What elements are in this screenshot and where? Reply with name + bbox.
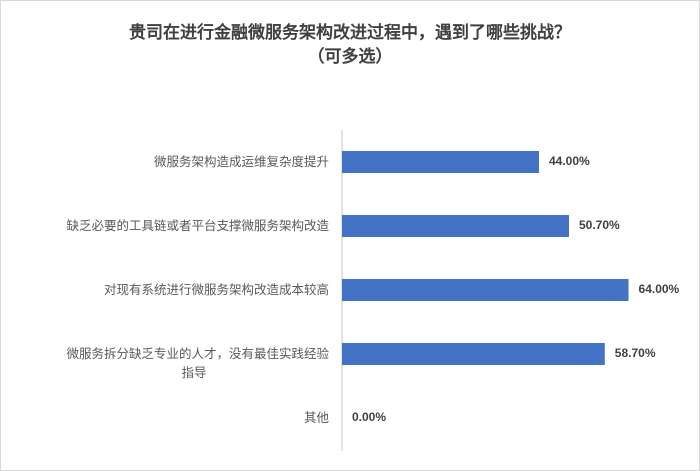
data-label: 44.00% [548,154,590,168]
chart-title: 贵司在进行金融微服务架构改进过程中，遇到了哪些挑战？ [129,23,571,43]
bar [342,279,629,301]
category-label-line: 其他 [303,410,329,425]
chart-subtitle: （可多选） [307,47,393,67]
category-label-line: 指导 [181,365,207,380]
category-label: 微服务拆分缺乏专业的人才，没有最佳实践经验指导 [1,344,329,382]
category-label-line: 对现有系统进行微服务架构改造成本较高 [103,282,329,297]
data-label: 58.70% [614,346,656,360]
category-label: 微服务架构造成运维复杂度提升 [1,152,329,171]
data-label: 50.70% [578,218,620,232]
category-label: 其他 [1,408,329,427]
category-label-line: 微服务拆分缺乏专业的人才，没有最佳实践经验 [66,346,329,361]
bar [342,343,605,365]
data-label: 64.00% [638,282,680,296]
bar [342,215,569,237]
category-label: 对现有系统进行微服务架构改造成本较高 [1,280,329,299]
bar [342,151,539,173]
category-label-line: 微服务架构造成运维复杂度提升 [153,154,329,169]
data-label: 0.00% [352,410,387,424]
category-label: 缺乏必要的工具链或者平台支撑微服务架构改造 [1,216,329,235]
category-label-line: 缺乏必要的工具链或者平台支撑微服务架构改造 [66,218,329,233]
